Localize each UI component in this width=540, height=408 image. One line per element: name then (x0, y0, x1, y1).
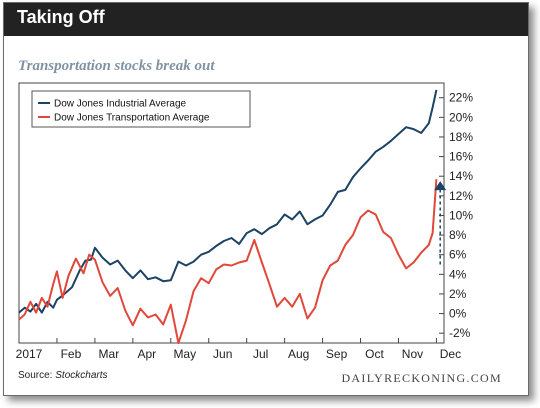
x-tick-label: Oct (365, 347, 384, 361)
plot-frame (18, 82, 445, 344)
y-tick-label: 18% (449, 130, 473, 144)
annotation-arrow-head (434, 181, 447, 191)
legend-label: Dow Jones Transportation Average (54, 113, 210, 124)
x-tick-label: Nov (402, 347, 423, 361)
legend-box (31, 90, 251, 128)
chart-card: Taking Off Transportation stocks break o… (3, 2, 529, 396)
series-line-djta (18, 179, 438, 344)
x-tick-label: Aug (288, 347, 309, 361)
y-tick-label: -2% (449, 326, 471, 340)
chart-subtitle: Transportation stocks break out (18, 58, 215, 74)
source-label: Source: (18, 370, 53, 381)
chart-svg: 2017 Feb Mar Apr May Jun Jul Aug Sep Oct Nov Dec -2%… (16, 82, 473, 361)
source-value: Stockcharts (55, 370, 108, 381)
brand-watermark: DAILYRECKONING.COM (341, 371, 502, 385)
x-tick-label: May (173, 347, 196, 361)
chart-title: Taking Off (17, 7, 105, 27)
legend-label: Dow Jones Industrial Average (54, 99, 187, 110)
x-tick-label: Mar (99, 347, 120, 361)
x-tick-label: Jul (253, 347, 268, 361)
source-note: Source: Stockcharts (18, 370, 108, 381)
x-tick-label: Feb (61, 347, 82, 361)
title-banner: Taking Off (4, 3, 528, 36)
series-line-djia (18, 89, 438, 314)
x-tick-label: Jun (213, 347, 232, 361)
x-tick-label: Sep (326, 347, 348, 361)
y-tick-label: 10% (449, 208, 473, 222)
y-tick-label: 2% (449, 287, 467, 301)
y-tick-label: 22% (449, 91, 473, 105)
x-tick-label: Apr (137, 347, 156, 361)
y-tick-label: 8% (449, 228, 467, 242)
y-tick-label: 0% (449, 307, 467, 321)
x-tick-label: 2017 (16, 347, 43, 361)
y-tick-label: 4% (449, 267, 467, 281)
y-tick-label: 16% (449, 150, 473, 164)
x-tick-label: Dec (440, 347, 461, 361)
y-tick-label: 6% (449, 248, 467, 262)
y-tick-label: 14% (449, 169, 473, 183)
y-tick-label: 12% (449, 189, 473, 203)
y-tick-label: 20% (449, 110, 473, 124)
